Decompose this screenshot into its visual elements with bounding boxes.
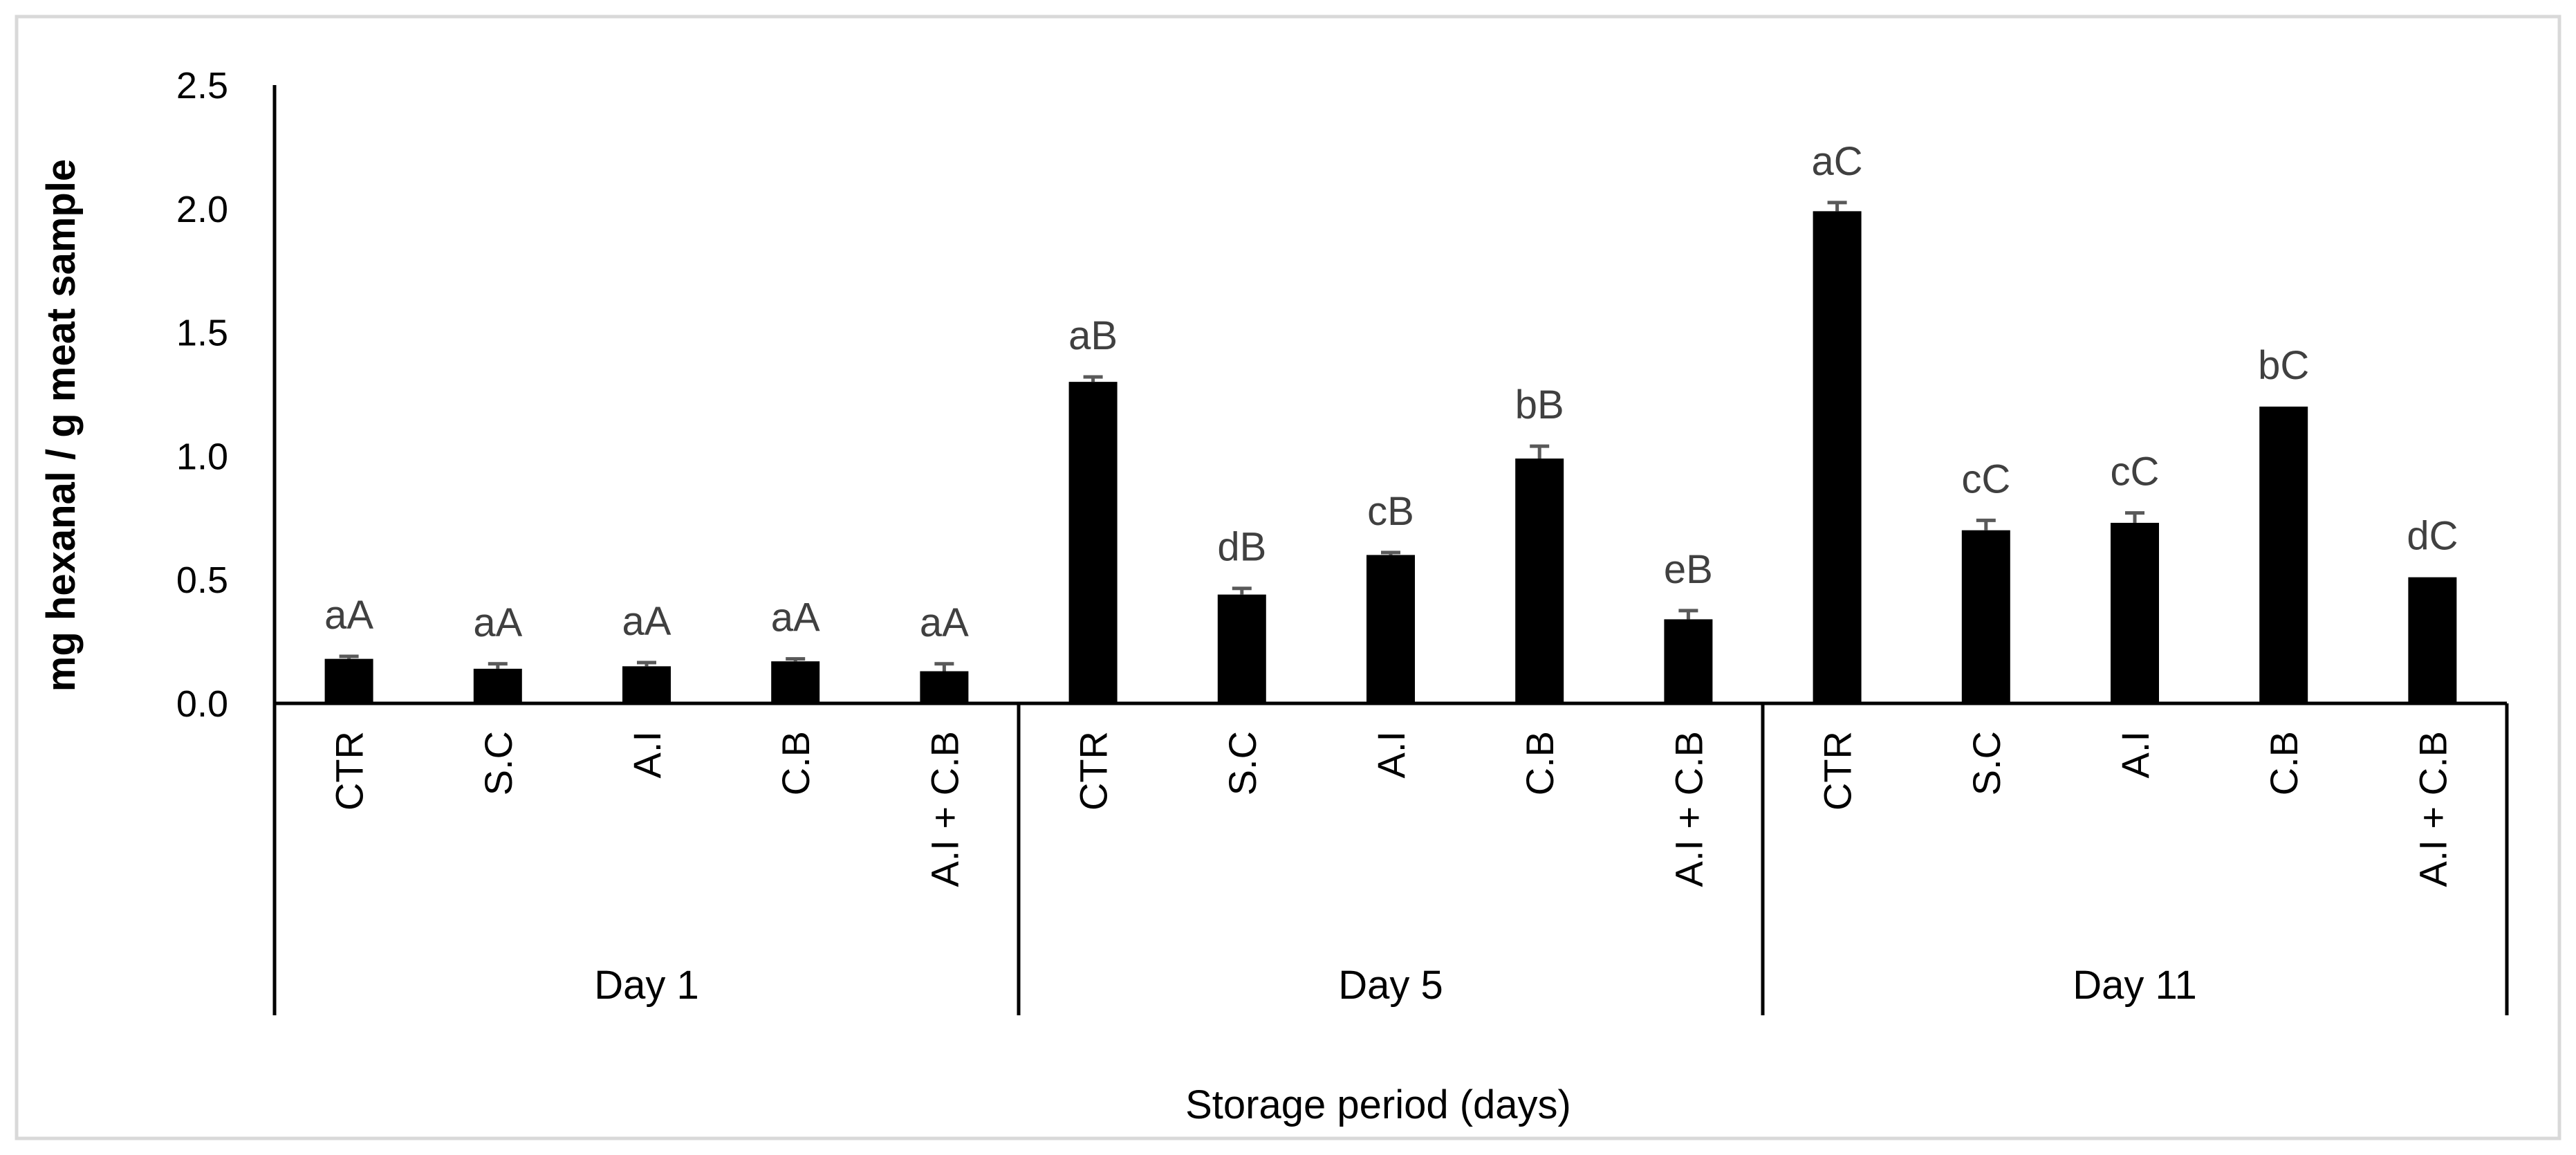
- data-label: aB: [1068, 313, 1118, 358]
- bar: [771, 661, 820, 703]
- data-label: cB: [1367, 489, 1414, 534]
- group-label: Day 5: [1338, 963, 1443, 1008]
- data-label: aA: [622, 599, 671, 644]
- data-label: aA: [771, 595, 820, 640]
- data-label: aA: [473, 600, 522, 645]
- bar: [1366, 555, 1415, 703]
- bar: [622, 666, 671, 703]
- x-tick-label: S.C: [1965, 731, 2008, 795]
- x-tick-label: A.I: [625, 731, 669, 778]
- x-tick-label: CTR: [1816, 731, 1860, 811]
- bar: [2259, 406, 2308, 703]
- y-tick-label: 0.5: [176, 560, 228, 601]
- bar: [2111, 522, 2159, 703]
- data-label: aA: [324, 593, 373, 638]
- data-label: bC: [2258, 343, 2309, 388]
- bars: [324, 201, 2457, 704]
- data-label: dB: [1217, 525, 1266, 570]
- y-axis-title: mg hexanal / g meat sample: [39, 159, 84, 692]
- data-label: dC: [2407, 514, 2458, 559]
- x-tick-label: S.C: [1221, 731, 1264, 795]
- y-tick-label: 1.0: [176, 436, 228, 477]
- x-tick-label: CTR: [328, 731, 371, 811]
- data-label: aC: [1812, 139, 1863, 184]
- x-tick-label: C.B: [774, 731, 817, 795]
- data-labels: aA aA aA aA aA aB dB cB bB eB aC cC cC bC dC: [324, 139, 2458, 645]
- y-tick-label: 2.5: [176, 65, 228, 107]
- group-label: Day 1: [594, 963, 699, 1008]
- x-tick-label: A.I + C.B: [1667, 731, 1710, 887]
- group-label: Day 11: [2073, 963, 2196, 1008]
- data-label: cC: [2111, 450, 2160, 495]
- bar: [1217, 594, 1266, 703]
- bar: [1813, 211, 1862, 704]
- y-axis: 0.0 0.5 1.0 1.5 2.0 2.5: [176, 65, 277, 1015]
- x-tick-label: S.C: [476, 731, 520, 795]
- data-label: bB: [1515, 382, 1564, 427]
- x-tick-label: A.I + C.B: [2411, 731, 2454, 887]
- y-tick-label: 2.0: [176, 189, 228, 230]
- bar: [1515, 458, 1564, 703]
- x-tick-label: C.B: [1518, 731, 1562, 795]
- bar: [920, 671, 969, 703]
- bar: [473, 668, 522, 703]
- bar: [2408, 577, 2457, 703]
- x-tick-label: A.I: [1369, 731, 1413, 778]
- bar: [1068, 382, 1118, 703]
- bar: [1664, 619, 1713, 703]
- data-label: eB: [1664, 547, 1713, 592]
- x-tick-label: A.I: [2113, 731, 2157, 778]
- x-tick-label: A.I + C.B: [923, 731, 966, 887]
- x-axis: Day 1 CTR S.C A.I C.B A.I + C.B Day 5 CTR S.C A.I…: [275, 701, 2509, 1015]
- y-tick-label: 0.0: [176, 683, 228, 725]
- bar: [1961, 530, 2010, 703]
- x-tick-label: CTR: [1072, 731, 1115, 811]
- bar: [324, 658, 373, 703]
- x-tick-label: C.B: [2262, 731, 2306, 795]
- data-label: cC: [1961, 456, 2010, 501]
- x-axis-title: Storage period (days): [1185, 1082, 1571, 1127]
- y-tick-label: 1.5: [176, 313, 228, 354]
- data-label: aA: [920, 600, 969, 645]
